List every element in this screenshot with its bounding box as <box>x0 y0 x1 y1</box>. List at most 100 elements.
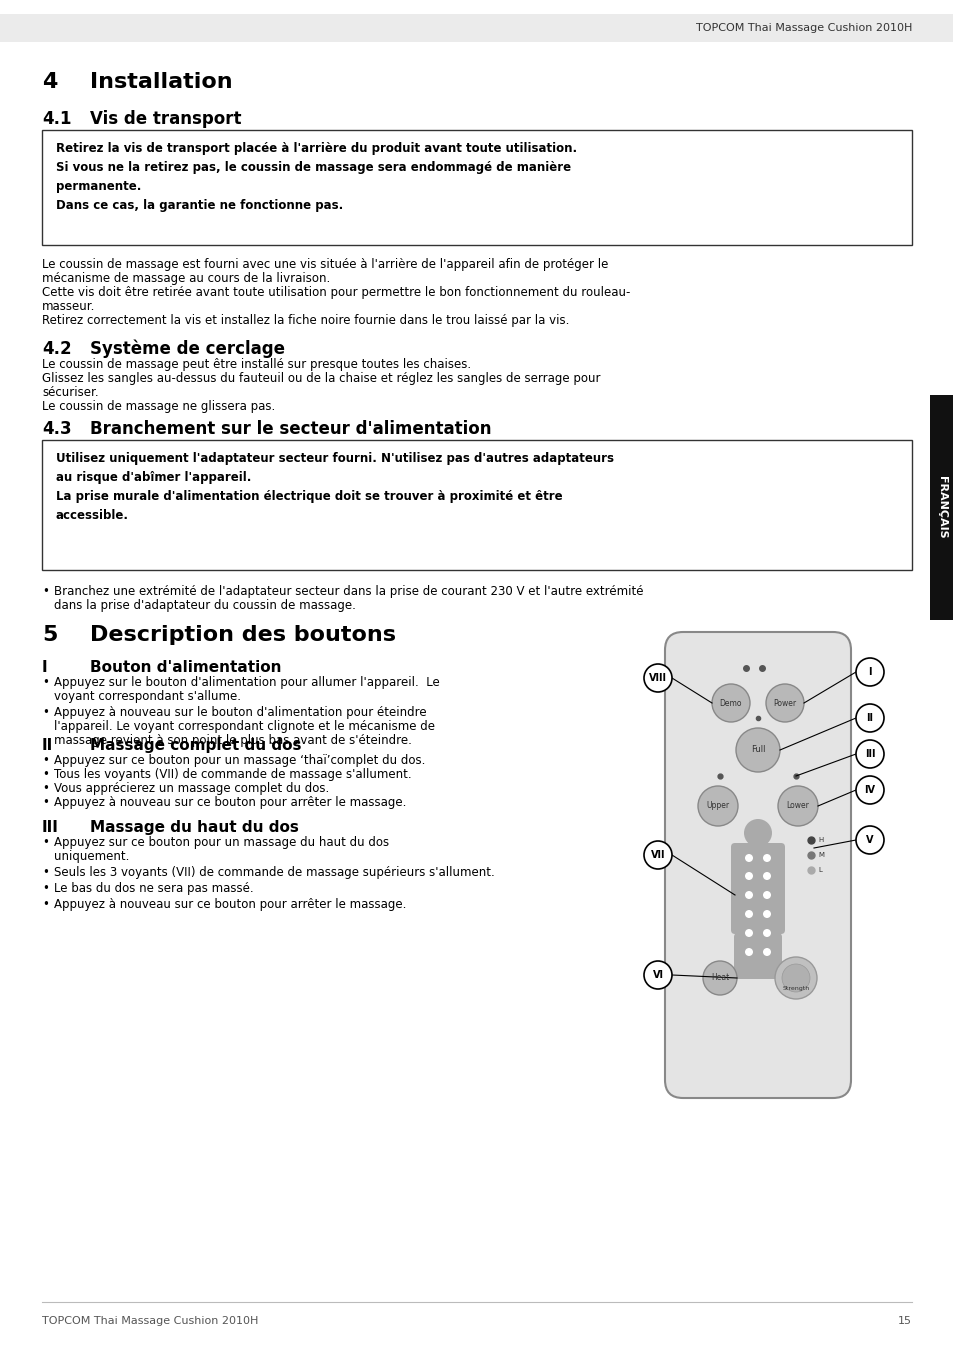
Text: Appuyez sur ce bouton pour un massage du haut du dos: Appuyez sur ce bouton pour un massage du… <box>54 836 389 849</box>
FancyBboxPatch shape <box>664 631 850 1098</box>
Text: L: L <box>817 867 821 873</box>
Text: Système de cerclage: Système de cerclage <box>90 340 285 359</box>
Text: Description des boutons: Description des boutons <box>90 625 395 645</box>
Text: M: M <box>817 853 823 858</box>
Text: TOPCOM Thai Massage Cushion 2010H: TOPCOM Thai Massage Cushion 2010H <box>695 23 911 32</box>
Circle shape <box>855 658 883 687</box>
Text: V: V <box>865 835 873 844</box>
Text: uniquement.: uniquement. <box>54 850 130 863</box>
Text: Installation: Installation <box>90 71 233 92</box>
Text: VII: VII <box>650 850 664 861</box>
Circle shape <box>855 741 883 768</box>
Circle shape <box>744 854 752 862</box>
Text: •: • <box>42 754 49 768</box>
Text: Le coussin de massage est fourni avec une vis située à l'arrière de l'appareil a: Le coussin de massage est fourni avec un… <box>42 258 608 271</box>
Text: II: II <box>42 738 53 753</box>
Text: Appuyez sur ce bouton pour un massage ‘thaï’complet du dos.: Appuyez sur ce bouton pour un massage ‘t… <box>54 754 425 768</box>
Circle shape <box>744 948 752 956</box>
Text: •: • <box>42 866 49 880</box>
Text: Branchez une extrémité de l'adaptateur secteur dans la prise de courant 230 V et: Branchez une extrémité de l'adaptateur s… <box>54 585 643 598</box>
Text: Upper: Upper <box>706 801 729 811</box>
Text: Seuls les 3 voyants (VII) de commande de massage supérieurs s'allument.: Seuls les 3 voyants (VII) de commande de… <box>54 866 495 880</box>
Text: Utilisez uniquement l'adaptateur secteur fourni. N'utilisez pas d'autres adaptat: Utilisez uniquement l'adaptateur secteur… <box>56 452 614 522</box>
Text: •: • <box>42 836 49 849</box>
Circle shape <box>744 871 752 880</box>
Text: Massage du haut du dos: Massage du haut du dos <box>90 820 298 835</box>
Circle shape <box>698 786 738 826</box>
Text: •: • <box>42 585 49 598</box>
Text: Heat: Heat <box>710 974 728 982</box>
Text: •: • <box>42 676 49 689</box>
Circle shape <box>855 826 883 854</box>
Text: 4.2: 4.2 <box>42 340 71 357</box>
Circle shape <box>735 728 780 772</box>
Text: •: • <box>42 768 49 781</box>
Circle shape <box>762 871 770 880</box>
Text: Bouton d'alimentation: Bouton d'alimentation <box>90 660 281 674</box>
Text: 5: 5 <box>42 625 57 645</box>
Circle shape <box>711 684 749 722</box>
Circle shape <box>762 929 770 938</box>
Text: I: I <box>42 660 48 674</box>
Text: Massage complet du dos: Massage complet du dos <box>90 738 301 753</box>
Text: VI: VI <box>652 970 662 979</box>
Text: dans la prise d'adaptateur du coussin de massage.: dans la prise d'adaptateur du coussin de… <box>54 599 355 612</box>
Text: Strength: Strength <box>781 986 809 992</box>
Text: Glissez les sangles au-dessus du fauteuil ou de la chaise et réglez les sangles : Glissez les sangles au-dessus du fauteui… <box>42 372 599 384</box>
Text: 15: 15 <box>897 1317 911 1326</box>
Text: •: • <box>42 796 49 809</box>
Text: Branchement sur le secteur d'alimentation: Branchement sur le secteur d'alimentatio… <box>90 420 491 438</box>
Text: Cette vis doit être retirée avant toute utilisation pour permettre le bon foncti: Cette vis doit être retirée avant toute … <box>42 286 630 299</box>
Circle shape <box>774 956 816 1000</box>
Text: Appuyez à nouveau sur le bouton d'alimentation pour éteindre: Appuyez à nouveau sur le bouton d'alimen… <box>54 706 426 719</box>
Bar <box>929 395 953 621</box>
Text: •: • <box>42 782 49 795</box>
Circle shape <box>743 819 771 847</box>
Text: VIII: VIII <box>648 673 666 683</box>
Text: voyant correspondant s'allume.: voyant correspondant s'allume. <box>54 689 241 703</box>
Text: I: I <box>867 666 871 677</box>
Text: Lower: Lower <box>785 801 808 811</box>
Text: IV: IV <box>863 785 875 795</box>
Text: FRANÇAIS: FRANÇAIS <box>936 476 946 538</box>
Circle shape <box>702 960 737 996</box>
Circle shape <box>744 929 752 938</box>
Circle shape <box>778 786 817 826</box>
Text: 4.1: 4.1 <box>42 111 71 128</box>
FancyBboxPatch shape <box>733 934 781 979</box>
Text: masseur.: masseur. <box>42 299 95 313</box>
Text: Appuyez à nouveau sur ce bouton pour arrêter le massage.: Appuyez à nouveau sur ce bouton pour arr… <box>54 796 406 809</box>
Text: II: II <box>865 714 873 723</box>
Circle shape <box>762 854 770 862</box>
Text: •: • <box>42 882 49 894</box>
Circle shape <box>643 664 671 692</box>
Text: mécanisme de massage au cours de la livraison.: mécanisme de massage au cours de la livr… <box>42 272 330 285</box>
Text: 4.3: 4.3 <box>42 420 71 438</box>
Text: 4: 4 <box>42 71 57 92</box>
Text: •: • <box>42 706 49 719</box>
Circle shape <box>855 776 883 804</box>
Text: massage revient à son point le plus bas avant de s'éteindre.: massage revient à son point le plus bas … <box>54 734 412 747</box>
Text: TOPCOM Thai Massage Cushion 2010H: TOPCOM Thai Massage Cushion 2010H <box>42 1317 258 1326</box>
Circle shape <box>765 684 803 722</box>
Circle shape <box>762 911 770 919</box>
Text: Le coussin de massage ne glissera pas.: Le coussin de massage ne glissera pas. <box>42 401 275 413</box>
Text: III: III <box>42 820 59 835</box>
Text: Tous les voyants (VII) de commande de massage s'allument.: Tous les voyants (VII) de commande de ma… <box>54 768 411 781</box>
Text: Retirez la vis de transport placée à l'arrière du produit avant toute utilisatio: Retirez la vis de transport placée à l'a… <box>56 142 577 212</box>
Text: Full: Full <box>750 746 764 754</box>
FancyBboxPatch shape <box>42 130 911 246</box>
Text: Appuyez à nouveau sur ce bouton pour arrêter le massage.: Appuyez à nouveau sur ce bouton pour arr… <box>54 898 406 911</box>
Text: Le bas du dos ne sera pas massé.: Le bas du dos ne sera pas massé. <box>54 882 253 894</box>
Text: •: • <box>42 898 49 911</box>
Circle shape <box>744 890 752 898</box>
FancyBboxPatch shape <box>42 440 911 571</box>
Circle shape <box>643 960 671 989</box>
Text: H: H <box>817 836 822 843</box>
Text: Retirez correctement la vis et installez la fiche noire fournie dans le trou lai: Retirez correctement la vis et installez… <box>42 314 569 326</box>
FancyBboxPatch shape <box>730 843 784 934</box>
Text: Appuyez sur le bouton d'alimentation pour allumer l'appareil.  Le: Appuyez sur le bouton d'alimentation pou… <box>54 676 439 689</box>
Text: III: III <box>863 749 874 759</box>
Bar <box>0 13 953 42</box>
Circle shape <box>855 704 883 733</box>
